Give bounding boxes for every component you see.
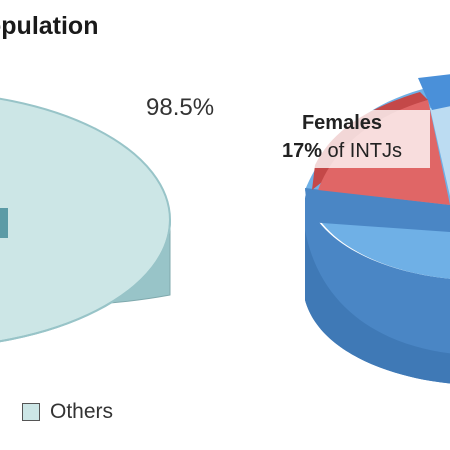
legend-label-others: Others [50, 400, 114, 423]
male-slice-upper-top [418, 74, 450, 110]
male-slice-side-shade [305, 230, 450, 384]
small-slice-edge [0, 208, 8, 238]
callout-percent: 17% [281, 140, 322, 162]
left-pie [0, 97, 171, 343]
others-slice-bottom-rim [0, 219, 171, 343]
others-slice-top [0, 97, 171, 343]
legend-swatch-others [22, 403, 40, 421]
others-percent-label: 98.5% [146, 94, 215, 121]
females-callout: Females 17% of INTJs [254, 110, 430, 168]
callout-suffix: of INTJs [322, 140, 403, 162]
male-slice-band [305, 188, 450, 232]
male-slice-upper-light [430, 104, 450, 197]
callout-title: Females [301, 112, 383, 134]
chart-title: opulation [0, 12, 99, 40]
callout-value-line: 17% of INTJs [254, 140, 430, 163]
legend: Others [22, 400, 113, 424]
